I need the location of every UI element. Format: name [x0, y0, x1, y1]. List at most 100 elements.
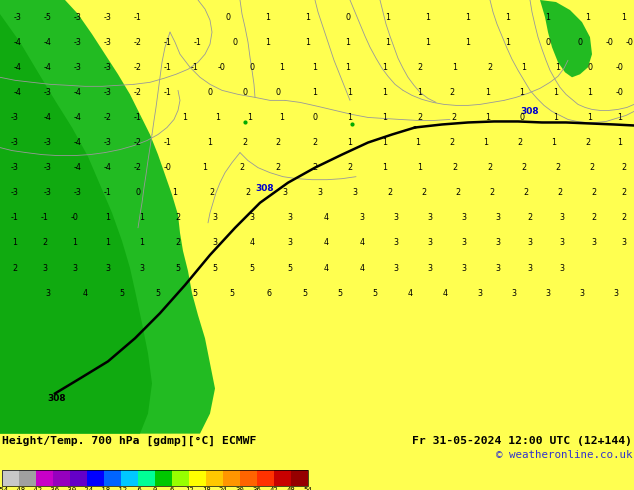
- Text: -36: -36: [46, 487, 60, 490]
- Text: 2: 2: [451, 113, 456, 122]
- Text: 2: 2: [242, 138, 247, 147]
- Text: -3: -3: [104, 13, 112, 22]
- Text: 3: 3: [394, 213, 399, 222]
- Text: 3: 3: [105, 264, 110, 272]
- Text: -4: -4: [74, 138, 82, 147]
- Text: 3: 3: [496, 239, 500, 247]
- Text: -0: -0: [71, 213, 79, 222]
- Text: 1: 1: [216, 113, 221, 122]
- Text: 3: 3: [250, 213, 254, 222]
- Text: -0: -0: [606, 38, 614, 47]
- Text: 4: 4: [323, 264, 328, 272]
- Text: 5: 5: [176, 264, 181, 272]
- Text: -2: -2: [134, 163, 142, 172]
- Text: 1: 1: [382, 163, 387, 172]
- Text: 3: 3: [318, 188, 323, 197]
- Text: -3: -3: [104, 88, 112, 97]
- Text: 3: 3: [212, 239, 217, 247]
- Text: 0: 0: [207, 88, 212, 97]
- Text: -1: -1: [11, 213, 19, 222]
- Text: 5: 5: [249, 264, 255, 272]
- Text: 1: 1: [346, 63, 351, 72]
- Text: 1: 1: [382, 88, 387, 97]
- Text: 1: 1: [425, 38, 430, 47]
- Text: -0: -0: [626, 38, 634, 47]
- Text: 1: 1: [207, 138, 212, 147]
- Text: 1: 1: [505, 13, 510, 22]
- Bar: [36, 470, 53, 486]
- Text: 4: 4: [323, 239, 328, 247]
- Text: -18: -18: [98, 487, 110, 490]
- Text: 2: 2: [590, 163, 595, 172]
- Text: 54: 54: [304, 487, 313, 490]
- Text: 3: 3: [42, 264, 48, 272]
- Polygon shape: [0, 0, 215, 434]
- Text: 24: 24: [219, 487, 228, 490]
- Text: 3: 3: [527, 264, 533, 272]
- Text: 1: 1: [139, 239, 145, 247]
- Bar: [121, 470, 138, 486]
- Text: 1: 1: [347, 88, 353, 97]
- Text: 2: 2: [245, 188, 250, 197]
- Text: 3: 3: [283, 188, 287, 197]
- Text: 1: 1: [72, 239, 77, 247]
- Text: -3: -3: [11, 113, 19, 122]
- Text: 1: 1: [486, 113, 491, 122]
- Text: 2: 2: [13, 264, 18, 272]
- Bar: [2, 470, 19, 486]
- Text: 2: 2: [209, 188, 214, 197]
- Text: 3: 3: [287, 213, 292, 222]
- Text: -0: -0: [164, 163, 172, 172]
- Text: 2: 2: [450, 138, 455, 147]
- Text: 1: 1: [415, 138, 420, 147]
- Text: -12: -12: [115, 487, 127, 490]
- Text: 2: 2: [240, 163, 245, 172]
- Text: 0: 0: [136, 188, 141, 197]
- Text: 3: 3: [394, 264, 399, 272]
- Text: 0: 0: [588, 63, 593, 72]
- Text: 1: 1: [280, 113, 285, 122]
- Text: 2: 2: [347, 163, 353, 172]
- Text: -0: -0: [616, 63, 624, 72]
- Text: 3: 3: [477, 289, 482, 297]
- Text: 3: 3: [579, 289, 585, 297]
- Text: -4: -4: [44, 113, 52, 122]
- Text: -1: -1: [164, 38, 172, 47]
- Bar: [172, 470, 189, 486]
- Text: 2: 2: [592, 188, 597, 197]
- Text: 1: 1: [418, 163, 422, 172]
- Text: 2: 2: [585, 138, 590, 147]
- Text: -24: -24: [81, 487, 94, 490]
- Text: 5: 5: [337, 289, 342, 297]
- Text: -4: -4: [14, 38, 22, 47]
- Text: -2: -2: [104, 113, 112, 122]
- Text: -2: -2: [134, 88, 142, 97]
- Text: -5: -5: [44, 13, 52, 22]
- Text: 3: 3: [427, 239, 432, 247]
- Text: 4: 4: [250, 239, 254, 247]
- Text: 1: 1: [552, 138, 557, 147]
- Bar: [206, 470, 223, 486]
- Text: -3: -3: [44, 188, 52, 197]
- Text: 1: 1: [347, 113, 353, 122]
- Text: -1: -1: [41, 213, 49, 222]
- Text: 6: 6: [266, 289, 271, 297]
- Text: 5: 5: [302, 289, 307, 297]
- Text: 1: 1: [545, 13, 550, 22]
- Text: 3: 3: [394, 239, 399, 247]
- Text: 2: 2: [621, 163, 626, 172]
- Text: 1: 1: [280, 63, 285, 72]
- Text: 3: 3: [72, 264, 77, 272]
- Text: -4: -4: [44, 38, 52, 47]
- Text: 2: 2: [42, 239, 48, 247]
- Text: 2: 2: [313, 163, 318, 172]
- Text: 3: 3: [496, 213, 500, 222]
- Text: 1: 1: [453, 63, 458, 72]
- Text: 1: 1: [306, 38, 311, 47]
- Text: 1: 1: [425, 13, 430, 22]
- Text: 0: 0: [250, 63, 254, 72]
- Text: -3: -3: [44, 138, 52, 147]
- Text: 2: 2: [417, 63, 423, 72]
- Text: -30: -30: [63, 487, 77, 490]
- Text: 0: 0: [226, 13, 231, 22]
